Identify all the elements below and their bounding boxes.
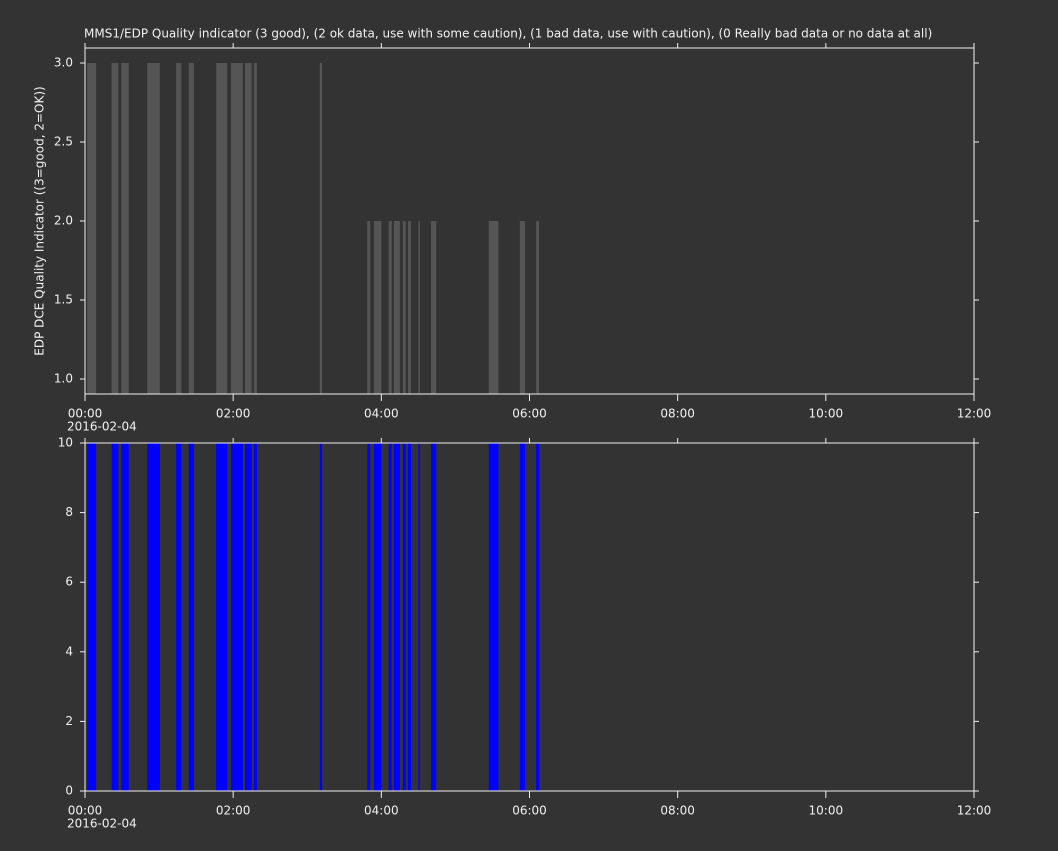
x-tick-label: 04:00: [364, 804, 399, 818]
x-tick-label: 10:00: [809, 407, 844, 421]
bar: [147, 63, 160, 395]
bar: [188, 63, 194, 395]
x-tick-label: 06:00: [512, 407, 547, 421]
y-tick-label: 3.0: [54, 56, 73, 70]
bar: [367, 443, 371, 791]
bar: [87, 443, 97, 791]
bar: [253, 443, 257, 791]
bar: [188, 443, 194, 791]
bar: [536, 443, 540, 791]
bar: [230, 63, 243, 395]
bar: [121, 63, 129, 395]
bar: [230, 443, 243, 791]
bar: [147, 443, 160, 791]
y-tick-label: 8: [65, 505, 73, 519]
bar: [430, 221, 437, 394]
bar: [536, 221, 540, 394]
bar: [488, 443, 499, 791]
bar: [245, 63, 252, 395]
bar: [418, 221, 420, 394]
x-tick-label: 08:00: [660, 407, 695, 421]
bar: [373, 221, 382, 394]
bar: [488, 221, 499, 394]
x-tick-label: 12:00: [957, 804, 992, 818]
x-tick-label: 02:00: [216, 407, 251, 421]
bar: [111, 443, 119, 791]
x-tick-label: 12:00: [957, 407, 992, 421]
x-tick-label: 08:00: [660, 804, 695, 818]
x-date-label: 2016-02-04: [67, 420, 137, 434]
bar: [519, 443, 526, 791]
bar: [87, 63, 97, 395]
bar: [393, 221, 400, 394]
x-tick-label: 00:00: [68, 804, 103, 818]
bar: [176, 443, 182, 791]
bar: [388, 443, 392, 791]
bar: [408, 443, 411, 791]
bar: [402, 443, 406, 791]
y-tick-label: 1.0: [54, 371, 73, 385]
bar: [519, 221, 526, 394]
y-tick-label: 2: [65, 714, 73, 728]
y-tick-label: 4: [65, 644, 73, 658]
x-tick-label: 10:00: [809, 804, 844, 818]
x-date-label: 2016-02-04: [67, 817, 137, 831]
x-tick-label: 06:00: [512, 804, 547, 818]
y-tick-label: 1.5: [54, 292, 73, 306]
y-tick-label: 6: [65, 575, 73, 589]
bar: [430, 443, 437, 791]
bar: [121, 443, 129, 791]
bar: [319, 443, 323, 791]
bar: [388, 221, 392, 394]
chart-title: MMS1/EDP Quality indicator (3 good), (2 …: [84, 27, 932, 41]
x-tick-label: 04:00: [364, 407, 399, 421]
y-tick-label: 0: [65, 784, 73, 798]
bar: [393, 443, 400, 791]
bar: [216, 443, 228, 791]
y-tick-label: 2.0: [54, 214, 73, 228]
bar: [253, 63, 257, 395]
y-axis-label: EDP DCE Quality Indicator ((3=good, 2=OK…: [33, 86, 47, 355]
bar: [319, 63, 323, 395]
bar: [373, 443, 382, 791]
bar: [367, 221, 371, 394]
bar: [408, 221, 411, 394]
bar: [245, 443, 252, 791]
x-tick-label: 02:00: [216, 804, 251, 818]
y-tick-label: 2.5: [54, 135, 73, 149]
bar: [216, 63, 228, 395]
y-tick-label: 10: [58, 436, 73, 450]
bar: [176, 63, 182, 395]
bar: [418, 443, 420, 791]
bar: [111, 63, 119, 395]
bar: [402, 221, 406, 394]
x-tick-label: 00:00: [68, 407, 103, 421]
